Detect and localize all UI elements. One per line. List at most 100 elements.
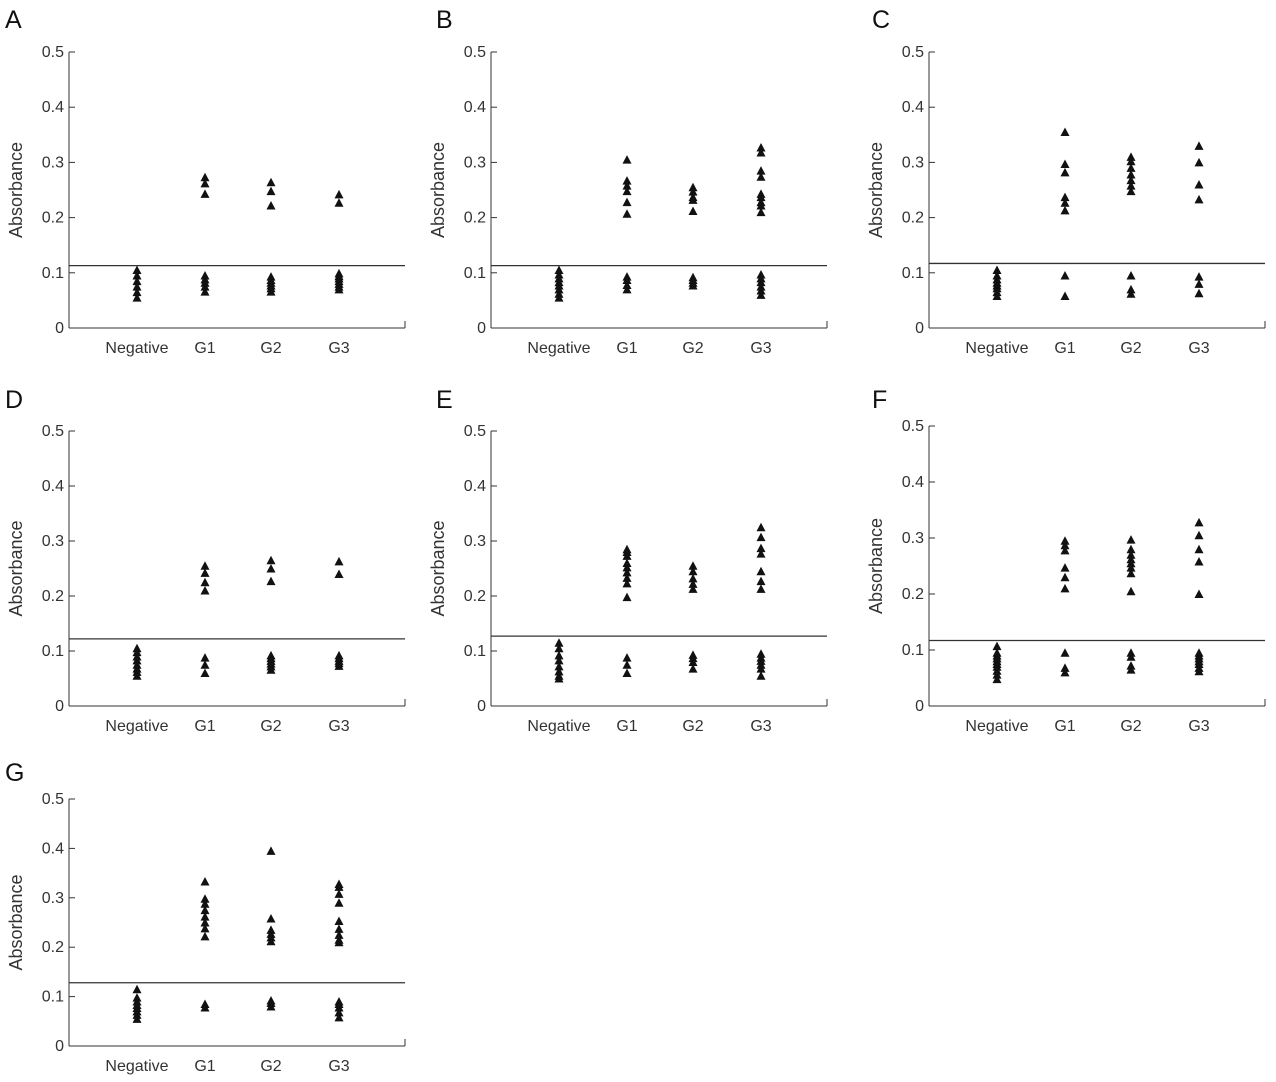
data-point-g1	[1060, 271, 1070, 280]
data-point-negative	[554, 643, 564, 653]
data-point-g3	[334, 882, 344, 891]
data-point-g1	[622, 592, 632, 602]
data-point-negative	[132, 265, 142, 275]
category-label-g2: G2	[1120, 340, 1141, 357]
y-tick-label: 0.3	[42, 533, 64, 550]
data-point-g3	[1194, 589, 1204, 598]
y-tick-label: 0.2	[42, 210, 64, 227]
data-point-negative	[554, 650, 564, 660]
data-point-g3	[334, 898, 344, 907]
data-point-g1	[1060, 159, 1070, 169]
data-point-g2	[1126, 289, 1136, 298]
y-tick-label: 0.2	[902, 586, 924, 603]
data-point-g3	[756, 532, 766, 542]
panel-letter: B	[436, 6, 453, 34]
y-tick-label: 0.2	[42, 588, 64, 605]
data-point-g1	[622, 176, 632, 185]
category-label-g3: G3	[328, 718, 349, 735]
data-point-negative	[132, 276, 142, 286]
data-point-g1	[200, 577, 210, 587]
data-point-g1	[200, 282, 210, 291]
data-point-g3	[756, 192, 766, 202]
y-tick-label: 0.3	[464, 533, 486, 550]
y-tick-label: 0	[915, 320, 924, 337]
data-point-g3	[756, 549, 766, 558]
data-point-g2	[1126, 535, 1136, 544]
category-label-g3: G3	[328, 340, 349, 357]
data-point-g3	[1194, 530, 1204, 540]
data-point-g1	[1060, 192, 1070, 202]
y-tick-label: 0.4	[42, 478, 64, 495]
y-tick-label: 0	[477, 698, 486, 715]
data-point-g2	[266, 287, 276, 296]
data-point-g2	[1126, 156, 1136, 166]
y-tick-label: 0.5	[902, 44, 924, 61]
data-point-g2	[688, 664, 698, 673]
data-point-g3	[756, 147, 766, 157]
data-point-g1	[1060, 536, 1070, 545]
data-point-g2	[266, 665, 276, 674]
panel-letter: G	[5, 759, 24, 787]
data-point-g1	[200, 918, 210, 927]
data-point-g1	[622, 578, 632, 588]
y-tick-label: 0.3	[902, 530, 924, 547]
data-point-negative	[554, 293, 564, 302]
category-label-negative: Negative	[105, 718, 168, 735]
panel-letter: F	[872, 386, 887, 414]
data-point-g3	[334, 889, 344, 898]
y-tick-label: 0.3	[464, 154, 486, 171]
data-point-g2	[1126, 558, 1136, 568]
category-label-negative: Negative	[965, 718, 1028, 735]
y-tick-label: 0.1	[42, 989, 64, 1006]
data-point-g1	[1060, 648, 1070, 657]
data-point-negative	[992, 641, 1002, 651]
data-point-g3	[756, 142, 766, 152]
data-point-g3	[756, 543, 766, 553]
panel-letter: D	[5, 386, 23, 414]
data-point-g3	[756, 522, 766, 532]
data-point-negative	[132, 984, 142, 994]
category-label-g1: G1	[194, 340, 215, 357]
data-point-g3	[1194, 517, 1204, 527]
y-tick-label: 0.5	[464, 423, 486, 440]
data-point-g3	[1194, 157, 1204, 167]
y-tick-label: 0.4	[902, 99, 924, 116]
category-label-g3: G3	[1188, 340, 1209, 357]
y-tick-label: 0.4	[42, 99, 64, 116]
category-label-g1: G1	[616, 340, 637, 357]
data-point-g2	[266, 914, 276, 923]
data-point-g1	[200, 178, 210, 188]
y-tick-label: 0.5	[464, 44, 486, 61]
data-point-g3	[334, 1007, 344, 1017]
data-point-negative	[132, 1014, 142, 1023]
data-point-g1	[1060, 291, 1070, 300]
data-point-g2	[1126, 284, 1136, 294]
data-point-g2	[266, 576, 276, 586]
y-tick-label: 0	[477, 320, 486, 337]
data-point-g3	[334, 569, 344, 578]
data-point-g1	[200, 923, 210, 933]
data-point-g1	[1060, 663, 1070, 672]
data-point-g2	[266, 1001, 276, 1011]
category-label-g2: G2	[260, 340, 281, 357]
data-point-g2	[1126, 544, 1136, 554]
y-tick-label: 0.3	[42, 890, 64, 907]
y-tick-label: 0.1	[464, 265, 486, 282]
y-tick-label: 0.3	[42, 154, 64, 171]
y-tick-label: 0.4	[902, 474, 924, 491]
chart-panel-b: B 0 0.1 0.2 0.3 0.4 0.5 Absorbance Negative G1 G2 G…	[428, 6, 828, 357]
data-point-g2	[688, 561, 698, 570]
data-point-g1	[200, 1002, 210, 1012]
category-label-g1: G1	[1054, 340, 1075, 357]
data-point-g3	[756, 584, 766, 593]
data-point-g2	[688, 584, 698, 593]
data-point-g3	[1194, 666, 1204, 676]
data-point-g1	[200, 189, 210, 198]
data-point-g2	[1126, 665, 1136, 674]
data-point-g3	[756, 576, 766, 586]
data-point-g2	[688, 280, 698, 290]
category-label-g1: G1	[194, 718, 215, 735]
y-tick-label: 0.1	[42, 265, 64, 282]
category-label-negative: Negative	[527, 340, 590, 357]
data-point-g3	[1194, 288, 1204, 298]
